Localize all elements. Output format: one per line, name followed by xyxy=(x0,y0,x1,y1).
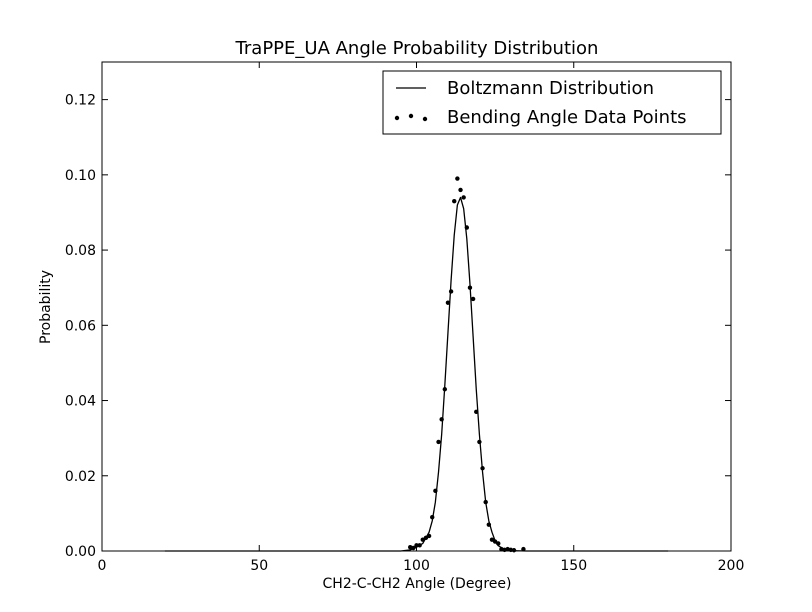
x-tick-label: 150 xyxy=(560,558,587,574)
data-point xyxy=(483,499,488,505)
data-point xyxy=(455,176,460,181)
data-point xyxy=(486,522,492,527)
data-point xyxy=(448,289,454,294)
data-point xyxy=(417,543,422,548)
y-tick-label: 0.02 xyxy=(65,469,96,485)
x-tick-label: 200 xyxy=(718,558,745,574)
y-tick-label: 0.08 xyxy=(65,243,96,259)
legend-label-boltzmann: Boltzmann Distribution xyxy=(447,78,654,99)
y-tick-label: 0.10 xyxy=(65,168,96,184)
axis-ticks: 0 50 100 150 200 0.00 0.02 0.04 0.06 0.08 0.10 0.12 xyxy=(65,62,745,574)
data-point xyxy=(464,225,470,230)
data-point xyxy=(496,541,501,546)
y-axis-label: Probability xyxy=(38,270,54,344)
legend-point-swatch xyxy=(422,116,428,122)
data-point xyxy=(474,409,479,415)
data-point xyxy=(470,296,476,302)
data-point xyxy=(411,545,416,551)
data-point xyxy=(414,543,419,548)
data-point xyxy=(461,195,466,200)
data-point xyxy=(477,439,482,445)
x-tick-label: 100 xyxy=(403,558,430,574)
data-point xyxy=(433,488,438,494)
x-tick-label: 0 xyxy=(98,558,107,574)
data-point xyxy=(511,548,517,553)
data-point xyxy=(426,533,432,539)
chart-title: TraPPE_UA Angle Probability Distribution xyxy=(235,38,599,59)
y-tick-label: 0.12 xyxy=(65,93,96,109)
y-tick-label: 0.06 xyxy=(65,318,96,334)
series-layer xyxy=(164,176,669,553)
legend-box xyxy=(382,70,722,135)
data-point xyxy=(467,285,473,290)
legend-point-swatch xyxy=(408,113,414,119)
data-point xyxy=(445,300,451,305)
plot-frame xyxy=(101,61,732,552)
y-tick-label: 0.04 xyxy=(65,394,96,410)
data-point xyxy=(458,187,463,193)
data-point xyxy=(442,387,448,392)
legend-label-data-points: Bending Angle Data Points xyxy=(447,107,687,128)
data-point xyxy=(452,198,457,204)
data-point xyxy=(480,466,485,471)
y-tick-label: 0.00 xyxy=(65,544,96,560)
series-line-boltzmann xyxy=(164,196,669,552)
legend-point-swatch xyxy=(394,115,400,121)
x-tick-label: 50 xyxy=(250,558,268,574)
legend: Boltzmann Distribution Bending Angle Dat… xyxy=(382,70,722,135)
data-point xyxy=(521,546,526,552)
data-point xyxy=(430,514,435,520)
plot-area xyxy=(101,61,732,552)
data-point xyxy=(439,417,444,422)
x-axis-label: CH2-C-CH2 Angle (Degree) xyxy=(323,576,512,592)
data-point xyxy=(436,439,441,445)
